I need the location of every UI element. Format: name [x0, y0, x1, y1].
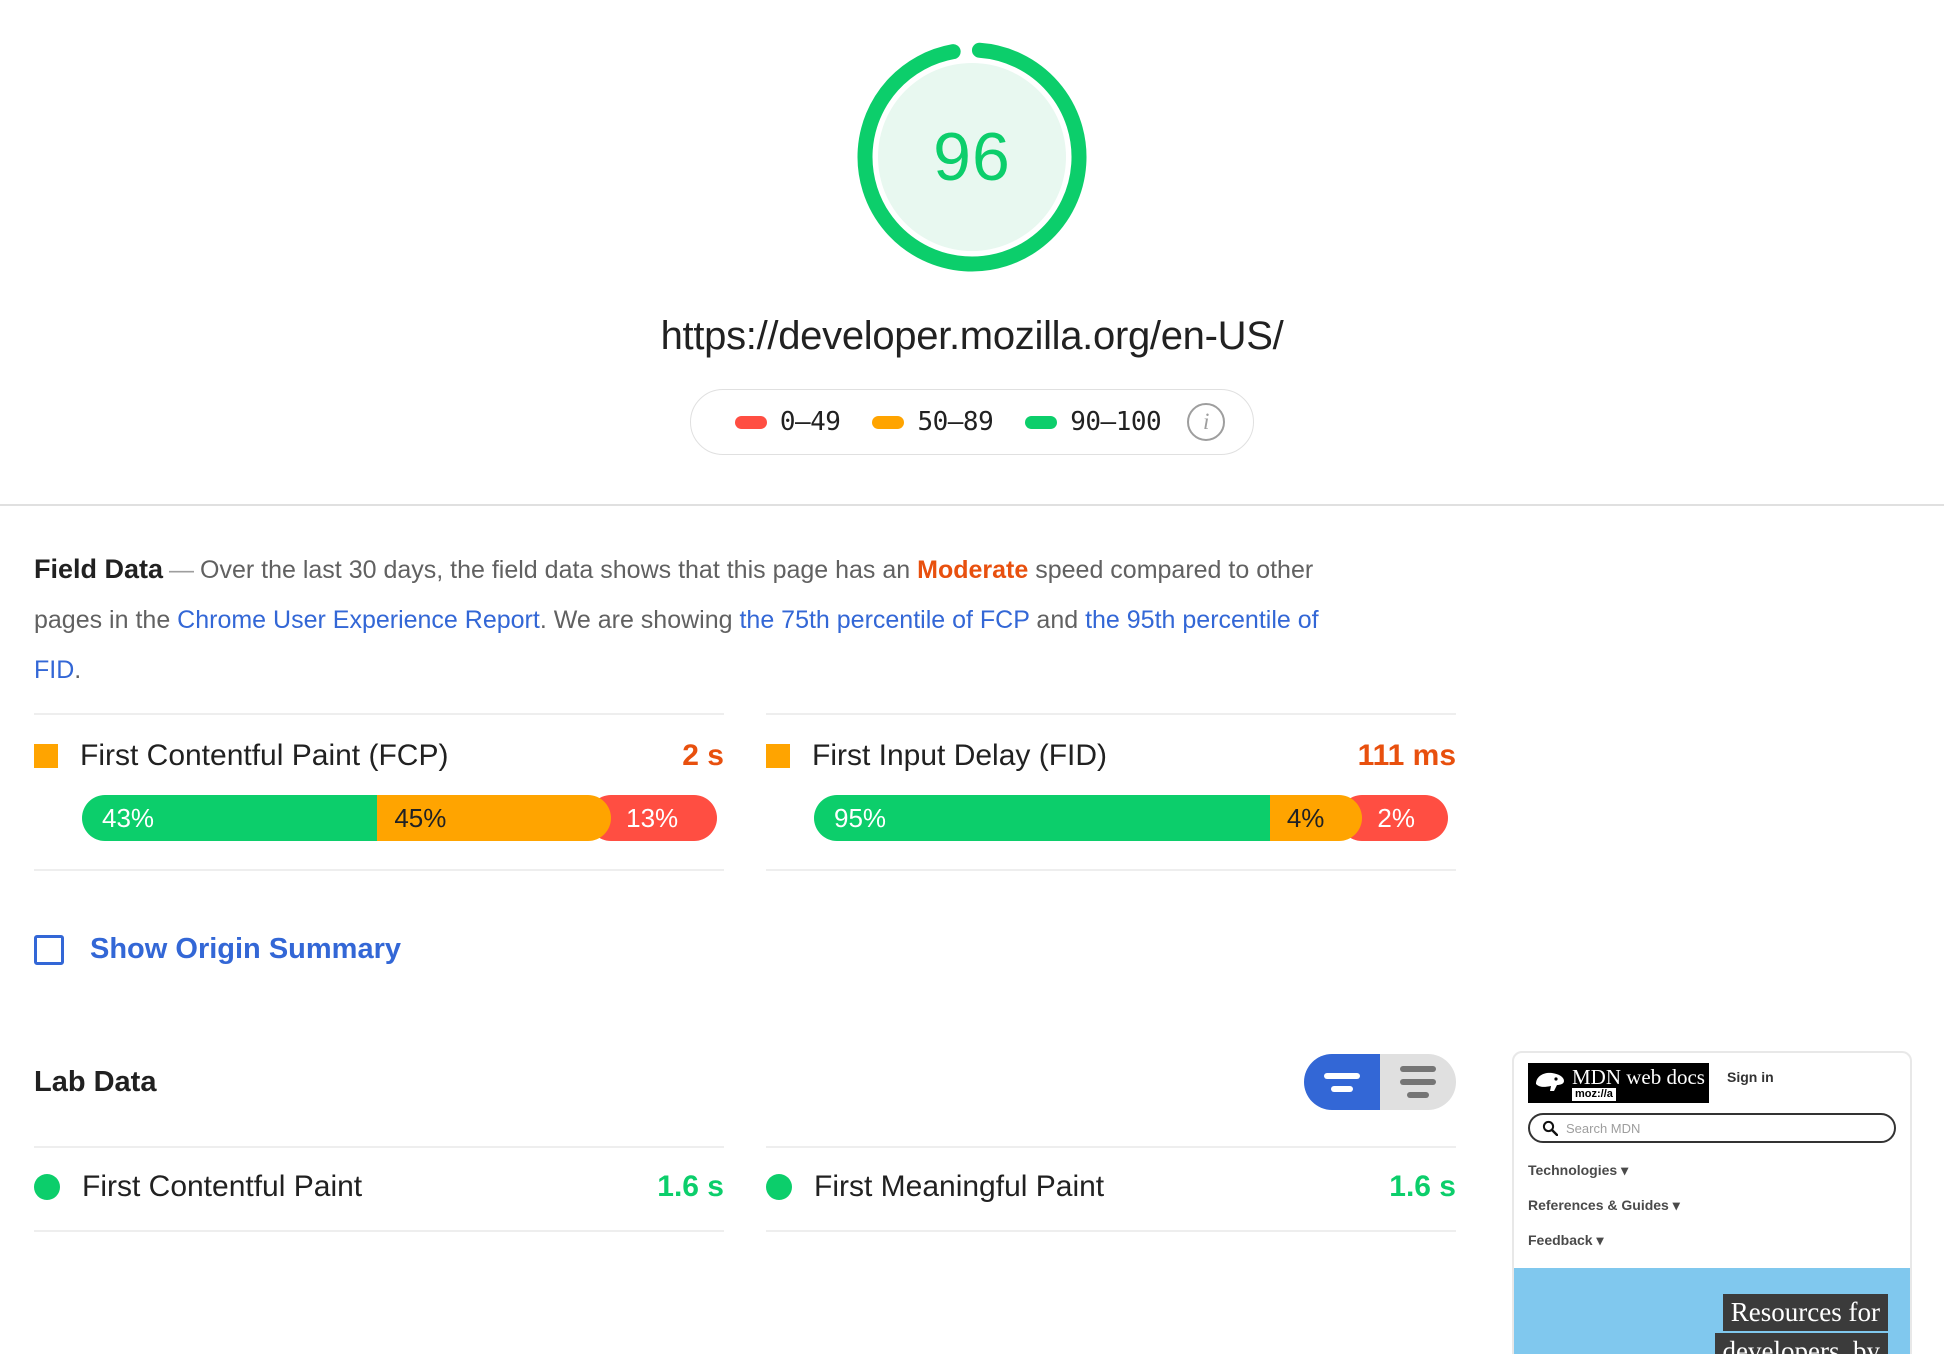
page-screenshot-thumbnail: MDN web docs moz://a Sign in Search MDN …	[1512, 1051, 1912, 1354]
field-metric-fid-value: 111 ms	[1357, 739, 1456, 772]
mdn-hero-line-1: Resources for	[1722, 1294, 1888, 1331]
report-body: Field Data — Over the last 30 days, the fi…	[0, 506, 1944, 1354]
lab-metrics-grid: First Contentful Paint 1.6 s First Meani…	[34, 1146, 1494, 1232]
field-data-rating: Moderate	[917, 556, 1029, 584]
legend-item-good: 90–100	[1009, 407, 1177, 437]
show-origin-summary-label[interactable]: Show Origin Summary	[90, 933, 401, 965]
mdn-hero-heading: Resources for developers, by developers.	[1536, 1294, 1888, 1354]
dist-segment-poor: 2%	[1339, 795, 1449, 841]
dist-segment-good: 43%	[82, 795, 378, 841]
chevron-down-icon: ▾	[1621, 1162, 1629, 1178]
lab-metric-name: First Contentful Paint	[82, 1170, 363, 1203]
field-metric-fid: First Input Delay (FID) 111 ms 95% 4% 2%	[766, 713, 1456, 871]
dino-head-icon	[1536, 1072, 1564, 1091]
lab-metric-value: 1.6 s	[657, 1170, 724, 1203]
legend-label-average: 50–89	[917, 407, 994, 437]
link-95th-percentile-fid[interactable]: the 95th percentile of FID	[34, 606, 1319, 684]
link-75th-percentile-fcp[interactable]: the 75th percentile of FCP	[739, 606, 1030, 634]
mdn-nav-item-feedback[interactable]: Feedback ▾	[1528, 1223, 1896, 1258]
lab-data-title: Lab Data	[34, 1065, 157, 1098]
compact-view-button[interactable]	[1304, 1054, 1380, 1110]
dist-segment-good: 95%	[814, 795, 1270, 841]
gauge-arc	[857, 42, 1087, 272]
legend-item-average: 50–89	[856, 407, 1009, 437]
mdn-logo-sub: moz://a	[1572, 1087, 1616, 1101]
gauge-fill	[878, 63, 1066, 251]
lab-metric-name: First Meaningful Paint	[814, 1170, 1105, 1203]
field-data-text-3: . We are showing	[539, 606, 740, 634]
field-metric-fid-head: First Input Delay (FID) 111 ms	[766, 715, 1456, 781]
lab-metric-first-meaningful-paint: First Meaningful Paint 1.6 s	[766, 1146, 1456, 1232]
show-origin-summary-checkbox[interactable]	[34, 934, 64, 965]
field-data-dash: —	[169, 556, 195, 584]
field-metric-fcp-value: 2 s	[682, 739, 724, 772]
mdn-hero: Resources for developers, by developers.…	[1514, 1268, 1910, 1354]
green-dot-icon	[766, 1174, 792, 1200]
mdn-nav: Technologies ▾ References & Guides ▾ Fee…	[1528, 1143, 1896, 1264]
field-metric-fid-name: First Input Delay (FID)	[812, 739, 1108, 772]
field-metric-fcp-head: First Contentful Paint (FCP) 2 s	[34, 715, 724, 781]
page-url: https://developer.mozilla.org/en-US/	[660, 314, 1284, 358]
link-chrome-ux-report[interactable]: Chrome User Experience Report	[177, 606, 540, 634]
search-icon	[1542, 1120, 1558, 1136]
lab-data-header: Lab Data	[34, 1054, 1456, 1110]
lab-metric-value: 1.6 s	[1389, 1170, 1456, 1203]
legend-item-poor: 0–49	[719, 407, 857, 437]
red-pill-icon	[734, 415, 767, 429]
report-content-column: Field Data — Over the last 30 days, the fi…	[34, 544, 1494, 1232]
chevron-down-icon: ▾	[1596, 1232, 1604, 1248]
field-data-text-2: speed compared to other pages in the	[34, 556, 1314, 634]
info-icon[interactable]: i	[1187, 403, 1226, 441]
mdn-nav-label: Feedback	[1528, 1232, 1593, 1248]
orange-square-icon	[766, 744, 790, 768]
mdn-nav-item-technologies[interactable]: Technologies ▾	[1528, 1153, 1896, 1188]
mdn-nav-label: Technologies	[1528, 1162, 1618, 1178]
field-data-text-4: and	[1029, 606, 1086, 634]
lab-metric-first-contentful-paint: First Contentful Paint 1.6 s	[34, 1146, 724, 1232]
mdn-hero-line-2: developers, by	[1714, 1333, 1888, 1354]
legend-label-poor: 0–49	[779, 407, 841, 437]
mdn-nav-label: References & Guides	[1528, 1197, 1669, 1213]
mdn-topbar: MDN web docs moz://a Sign in	[1528, 1063, 1896, 1107]
field-metric-fcp-distribution: 43% 45% 13%	[34, 795, 724, 841]
green-pill-icon	[1025, 415, 1058, 429]
header-divider	[0, 504, 1944, 506]
dist-segment-average: 45%	[354, 795, 612, 841]
field-data-intro: Field Data — Over the last 30 days, the fi…	[34, 544, 1334, 695]
chevron-down-icon: ▾	[1672, 1197, 1680, 1213]
mdn-logo-title: MDN web docs	[1572, 1064, 1705, 1089]
score-legend: 0–49 50–89 90–100 i	[689, 389, 1255, 455]
mdn-search-placeholder: Search MDN	[1566, 1120, 1641, 1136]
field-metric-fcp-name: First Contentful Paint (FCP)	[80, 739, 449, 772]
field-metric-fcp: First Contentful Paint (FCP) 2 s 43% 45%…	[34, 713, 724, 871]
mdn-sign-in-link[interactable]: Sign in	[1726, 1069, 1774, 1085]
score-value: 96	[933, 119, 1011, 195]
show-origin-summary-row[interactable]: Show Origin Summary	[34, 933, 1494, 966]
score-gauge: 96	[851, 36, 1093, 278]
mdn-search-input[interactable]: Search MDN	[1528, 1113, 1896, 1143]
score-header: 96 https://developer.mozilla.org/en-US/ …	[0, 0, 1944, 455]
mdn-nav-item-references-guides[interactable]: References & Guides ▾	[1528, 1188, 1896, 1223]
field-metric-fid-distribution: 95% 4% 2%	[766, 795, 1456, 841]
field-data-title: Field Data	[34, 554, 164, 584]
detailed-view-button[interactable]	[1380, 1054, 1456, 1110]
mdn-dino-icon	[1528, 1063, 1572, 1103]
field-metrics-grid: First Contentful Paint (FCP) 2 s 43% 45%…	[34, 713, 1494, 871]
mdn-logo: MDN web docs moz://a	[1528, 1063, 1709, 1103]
field-data-text-5: .	[74, 656, 82, 684]
legend-label-good: 90–100	[1070, 407, 1162, 437]
lab-data-view-toggle[interactable]	[1304, 1054, 1456, 1110]
mdn-wordmark: MDN web docs moz://a	[1572, 1063, 1709, 1103]
green-dot-icon	[34, 1174, 60, 1200]
field-data-text-1: Over the last 30 days, the field data sh…	[200, 556, 918, 584]
orange-pill-icon	[872, 415, 905, 429]
orange-square-icon	[34, 744, 58, 768]
score-gauge-svg	[857, 42, 1087, 272]
